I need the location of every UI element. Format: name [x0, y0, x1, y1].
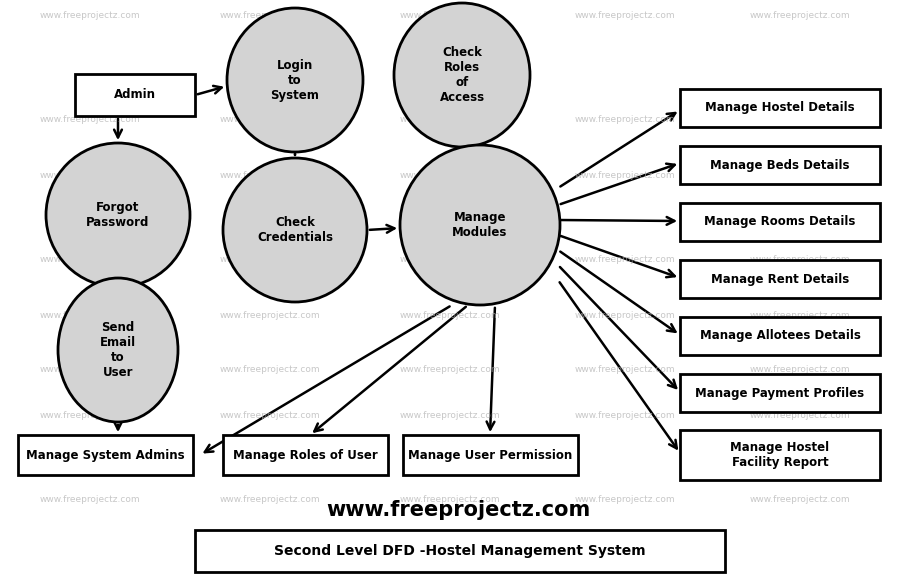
- Bar: [680, 260, 880, 298]
- Text: Send
Email
to
User: Send Email to User: [100, 321, 136, 379]
- Text: www.freeprojectz.com: www.freeprojectz.com: [399, 366, 500, 375]
- Text: www.freeprojectz.com: www.freeprojectz.com: [326, 500, 590, 520]
- Text: Check
Roles
of
Access: Check Roles of Access: [440, 46, 485, 104]
- Text: Second Level DFD -Hostel Management System: Second Level DFD -Hostel Management Syst…: [274, 544, 646, 558]
- Text: www.freeprojectz.com: www.freeprojectz.com: [574, 311, 675, 319]
- Text: www.freeprojectz.com: www.freeprojectz.com: [574, 255, 675, 265]
- Text: Manage Hostel Details: Manage Hostel Details: [705, 102, 855, 114]
- Ellipse shape: [227, 8, 363, 152]
- Text: www.freeprojectz.com: www.freeprojectz.com: [220, 170, 321, 180]
- Text: Manage Beds Details: Manage Beds Details: [710, 158, 850, 171]
- Bar: [680, 89, 880, 127]
- Text: www.freeprojectz.com: www.freeprojectz.com: [39, 11, 140, 19]
- Text: www.freeprojectz.com: www.freeprojectz.com: [39, 116, 140, 124]
- Text: Forgot
Password: Forgot Password: [86, 201, 149, 229]
- Text: Manage Hostel
Facility Report: Manage Hostel Facility Report: [730, 441, 830, 469]
- Text: Manage User Permission: Manage User Permission: [408, 448, 572, 461]
- Text: www.freeprojectz.com: www.freeprojectz.com: [574, 410, 675, 420]
- Text: www.freeprojectz.com: www.freeprojectz.com: [749, 170, 850, 180]
- Ellipse shape: [394, 3, 530, 147]
- Bar: [680, 430, 880, 480]
- Text: Login
to
System: Login to System: [270, 59, 320, 102]
- Ellipse shape: [400, 145, 560, 305]
- Text: www.freeprojectz.com: www.freeprojectz.com: [39, 311, 140, 319]
- Text: www.freeprojectz.com: www.freeprojectz.com: [399, 116, 500, 124]
- Bar: [402, 435, 577, 475]
- Text: www.freeprojectz.com: www.freeprojectz.com: [220, 410, 321, 420]
- Text: www.freeprojectz.com: www.freeprojectz.com: [574, 495, 675, 504]
- Text: Manage Rent Details: Manage Rent Details: [711, 272, 849, 285]
- Text: www.freeprojectz.com: www.freeprojectz.com: [39, 366, 140, 375]
- Text: Check
Credentials: Check Credentials: [257, 216, 333, 244]
- Bar: [680, 374, 880, 412]
- Text: www.freeprojectz.com: www.freeprojectz.com: [749, 366, 850, 375]
- Text: Manage System Admins: Manage System Admins: [26, 448, 184, 461]
- Bar: [223, 435, 387, 475]
- Text: www.freeprojectz.com: www.freeprojectz.com: [220, 495, 321, 504]
- Text: www.freeprojectz.com: www.freeprojectz.com: [749, 495, 850, 504]
- Bar: [195, 530, 725, 572]
- Ellipse shape: [58, 278, 178, 422]
- Text: Manage
Modules: Manage Modules: [453, 211, 507, 239]
- Text: Manage Roles of User: Manage Roles of User: [233, 448, 377, 461]
- Text: www.freeprojectz.com: www.freeprojectz.com: [220, 366, 321, 375]
- Text: Manage Payment Profiles: Manage Payment Profiles: [695, 386, 865, 400]
- Text: www.freeprojectz.com: www.freeprojectz.com: [574, 116, 675, 124]
- Bar: [680, 203, 880, 241]
- Text: www.freeprojectz.com: www.freeprojectz.com: [399, 11, 500, 19]
- Text: www.freeprojectz.com: www.freeprojectz.com: [39, 170, 140, 180]
- Text: www.freeprojectz.com: www.freeprojectz.com: [220, 311, 321, 319]
- Text: www.freeprojectz.com: www.freeprojectz.com: [749, 255, 850, 265]
- Bar: [17, 435, 192, 475]
- Text: www.freeprojectz.com: www.freeprojectz.com: [399, 311, 500, 319]
- Text: www.freeprojectz.com: www.freeprojectz.com: [749, 410, 850, 420]
- Text: www.freeprojectz.com: www.freeprojectz.com: [399, 255, 500, 265]
- Text: www.freeprojectz.com: www.freeprojectz.com: [39, 495, 140, 504]
- Text: Admin: Admin: [114, 89, 156, 102]
- Text: www.freeprojectz.com: www.freeprojectz.com: [220, 116, 321, 124]
- Text: www.freeprojectz.com: www.freeprojectz.com: [399, 170, 500, 180]
- Bar: [680, 317, 880, 355]
- Text: www.freeprojectz.com: www.freeprojectz.com: [220, 255, 321, 265]
- Text: www.freeprojectz.com: www.freeprojectz.com: [39, 255, 140, 265]
- Bar: [75, 74, 195, 116]
- Text: www.freeprojectz.com: www.freeprojectz.com: [220, 11, 321, 19]
- Text: www.freeprojectz.com: www.freeprojectz.com: [749, 116, 850, 124]
- Text: www.freeprojectz.com: www.freeprojectz.com: [39, 410, 140, 420]
- Text: www.freeprojectz.com: www.freeprojectz.com: [749, 11, 850, 19]
- Text: www.freeprojectz.com: www.freeprojectz.com: [574, 366, 675, 375]
- Text: Manage Rooms Details: Manage Rooms Details: [704, 215, 856, 228]
- Text: www.freeprojectz.com: www.freeprojectz.com: [399, 410, 500, 420]
- Text: www.freeprojectz.com: www.freeprojectz.com: [749, 311, 850, 319]
- Ellipse shape: [223, 158, 367, 302]
- Bar: [680, 146, 880, 184]
- Ellipse shape: [46, 143, 190, 287]
- Text: www.freeprojectz.com: www.freeprojectz.com: [399, 495, 500, 504]
- Text: www.freeprojectz.com: www.freeprojectz.com: [574, 170, 675, 180]
- Text: Manage Allotees Details: Manage Allotees Details: [700, 329, 860, 342]
- Text: www.freeprojectz.com: www.freeprojectz.com: [574, 11, 675, 19]
